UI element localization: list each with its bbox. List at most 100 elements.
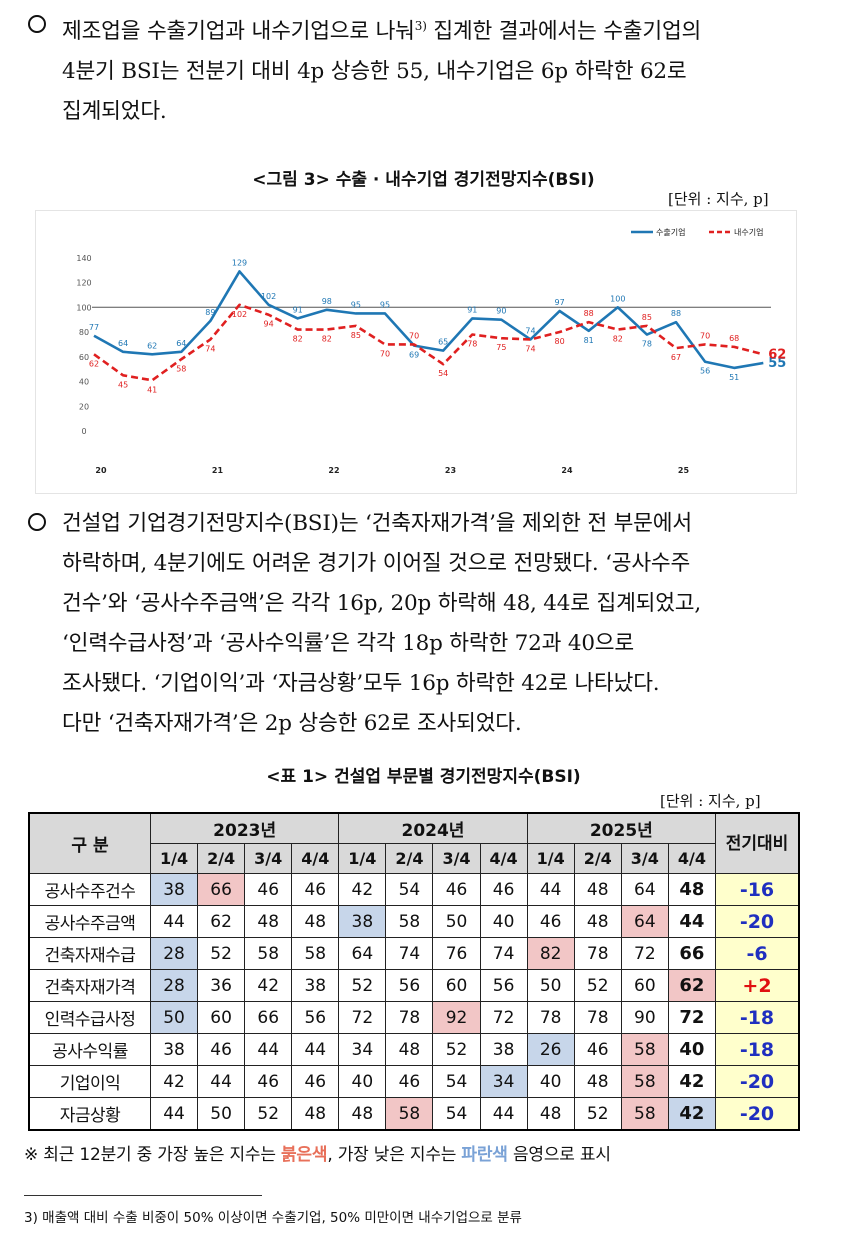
table-cell: 42 <box>338 873 387 906</box>
table-cell: 60 <box>620 969 669 1002</box>
data-label: 41 <box>147 385 157 394</box>
data-label: 74 <box>525 326 535 335</box>
para1-line3: 집계되었다. <box>62 99 167 125</box>
x-tick-label: 22 <box>328 466 339 475</box>
y-tick-label: 120 <box>76 279 91 288</box>
table-cell: 52 <box>197 937 246 970</box>
note-middle: , 가장 낮은 지수는 <box>327 1145 462 1165</box>
row-label: 건축자재수급 <box>28 937 151 970</box>
table-cell: 58 <box>291 937 340 970</box>
diff-cell: -20 <box>715 905 800 938</box>
table-cell: 50 <box>197 1097 246 1131</box>
row-label: 건축자재가격 <box>28 969 151 1002</box>
data-label: 95 <box>351 300 361 309</box>
table-cell: 46 <box>573 1033 622 1066</box>
table-cell: 34 <box>479 1065 528 1098</box>
table-cell: 52 <box>573 1097 622 1131</box>
y-tick-label: 0 <box>81 427 86 436</box>
table-cell: 44 <box>244 1033 293 1066</box>
table-row: 기업이익 42 44 46 46 40 46 54 34 40 48 58 42 -20 <box>28 1065 800 1098</box>
year-header: 2023년 <box>149 812 340 844</box>
data-label: 100 <box>610 294 625 303</box>
table-cell: 46 <box>291 873 340 906</box>
row-label: 공사수익률 <box>28 1033 151 1066</box>
table-cell: 66 <box>244 1001 293 1034</box>
quarter-header: 4/4 <box>479 843 528 874</box>
table-cell: 52 <box>573 969 622 1002</box>
bsi-line-chart: 0 20 40 60 80 100 120 140 20 21 22 23 24 25 77 64 62 64 89… <box>35 210 797 494</box>
table-cell: 54 <box>432 1097 481 1131</box>
data-label: 91 <box>467 305 477 314</box>
bullet-circle-icon <box>28 513 46 531</box>
table-cell: 42 <box>667 1065 717 1098</box>
table-cell: 44 <box>291 1033 340 1066</box>
data-label: 62 <box>768 347 786 362</box>
year-header: 2025년 <box>526 812 717 844</box>
chart-svg: 0 20 40 60 80 100 120 140 20 21 22 23 24 25 77 64 62 64 89… <box>76 227 786 475</box>
table-cell: 28 <box>149 937 199 970</box>
table-cell: 46 <box>197 1033 246 1066</box>
table-row: 자금상황 44 50 52 48 48 58 54 44 48 52 58 42 -20 <box>28 1097 800 1131</box>
data-label: 80 <box>555 337 565 346</box>
table-cell: 58 <box>385 1097 434 1131</box>
quarter-header: 3/4 <box>620 843 669 874</box>
data-label: 74 <box>205 344 215 353</box>
table-cell: 48 <box>338 1097 387 1131</box>
table-cell: 58 <box>620 1033 669 1066</box>
table-cell: 48 <box>573 905 622 938</box>
table-row: 건축자재수급 28 52 58 58 64 74 76 74 82 78 72 66 -6 <box>28 937 800 970</box>
x-tick-label: 20 <box>95 466 107 475</box>
table-cell: 78 <box>526 1001 575 1034</box>
data-label: 88 <box>584 309 594 318</box>
data-label: 51 <box>729 373 739 382</box>
table-cell: 46 <box>244 1065 293 1098</box>
footnote: 3) 매출액 대비 수출 비중이 50% 이상이면 수출기업, 50% 미만이면… <box>24 1210 522 1226</box>
diff-cell: +2 <box>715 969 800 1002</box>
corner-header: 구 분 <box>28 812 151 874</box>
table-cell: 34 <box>338 1033 387 1066</box>
quarter-header: 1/4 <box>149 843 199 874</box>
table-cell: 44 <box>149 905 199 938</box>
data-label: 45 <box>118 380 128 389</box>
table-cell: 54 <box>385 873 434 906</box>
table-cell: 38 <box>291 969 340 1002</box>
data-label: 129 <box>232 258 247 267</box>
year-header: 2024년 <box>338 812 528 844</box>
data-label: 89 <box>205 308 215 317</box>
diff-cell: -6 <box>715 937 800 970</box>
footnote-ref: 3) <box>414 19 427 33</box>
data-label: 54 <box>438 369 448 378</box>
table-cell: 38 <box>338 905 387 938</box>
data-label: 81 <box>584 336 594 345</box>
table-cell: 64 <box>620 873 669 906</box>
table-cell: 72 <box>338 1001 387 1034</box>
table-cell: 54 <box>432 1065 481 1098</box>
table-cell: 76 <box>432 937 481 970</box>
data-label: 78 <box>467 340 477 349</box>
table-cell: 28 <box>149 969 199 1002</box>
y-tick-label: 100 <box>76 303 91 312</box>
diff-cell: -18 <box>715 1001 800 1034</box>
footnote-rule <box>24 1195 262 1196</box>
table-cell: 48 <box>291 905 340 938</box>
data-label: 65 <box>438 338 448 347</box>
note-blue: 파란색 <box>461 1145 508 1165</box>
table-cell: 44 <box>197 1065 246 1098</box>
table-cell: 52 <box>338 969 387 1002</box>
table-cell: 62 <box>667 969 717 1002</box>
para1-line1-rest: 집계한 결과에서는 수출기업의 <box>426 19 702 45</box>
table-cell: 60 <box>432 969 481 1002</box>
diff-cell: -20 <box>715 1097 800 1131</box>
table-cell: 52 <box>244 1097 293 1131</box>
x-tick-label: 25 <box>678 466 690 475</box>
table-cell: 78 <box>385 1001 434 1034</box>
data-label: 70 <box>700 331 710 340</box>
para2-line6: 다만 ‘건축자재가격’은 2p 상승한 62로 조사되었다. <box>62 711 522 736</box>
data-label: 70 <box>380 349 390 358</box>
row-label: 인력수급사정 <box>28 1001 151 1034</box>
table-cell: 50 <box>149 1001 199 1034</box>
table-cell: 66 <box>667 937 717 970</box>
table-cell: 46 <box>385 1065 434 1098</box>
table-cell: 78 <box>573 1001 622 1034</box>
table-cell: 50 <box>432 905 481 938</box>
